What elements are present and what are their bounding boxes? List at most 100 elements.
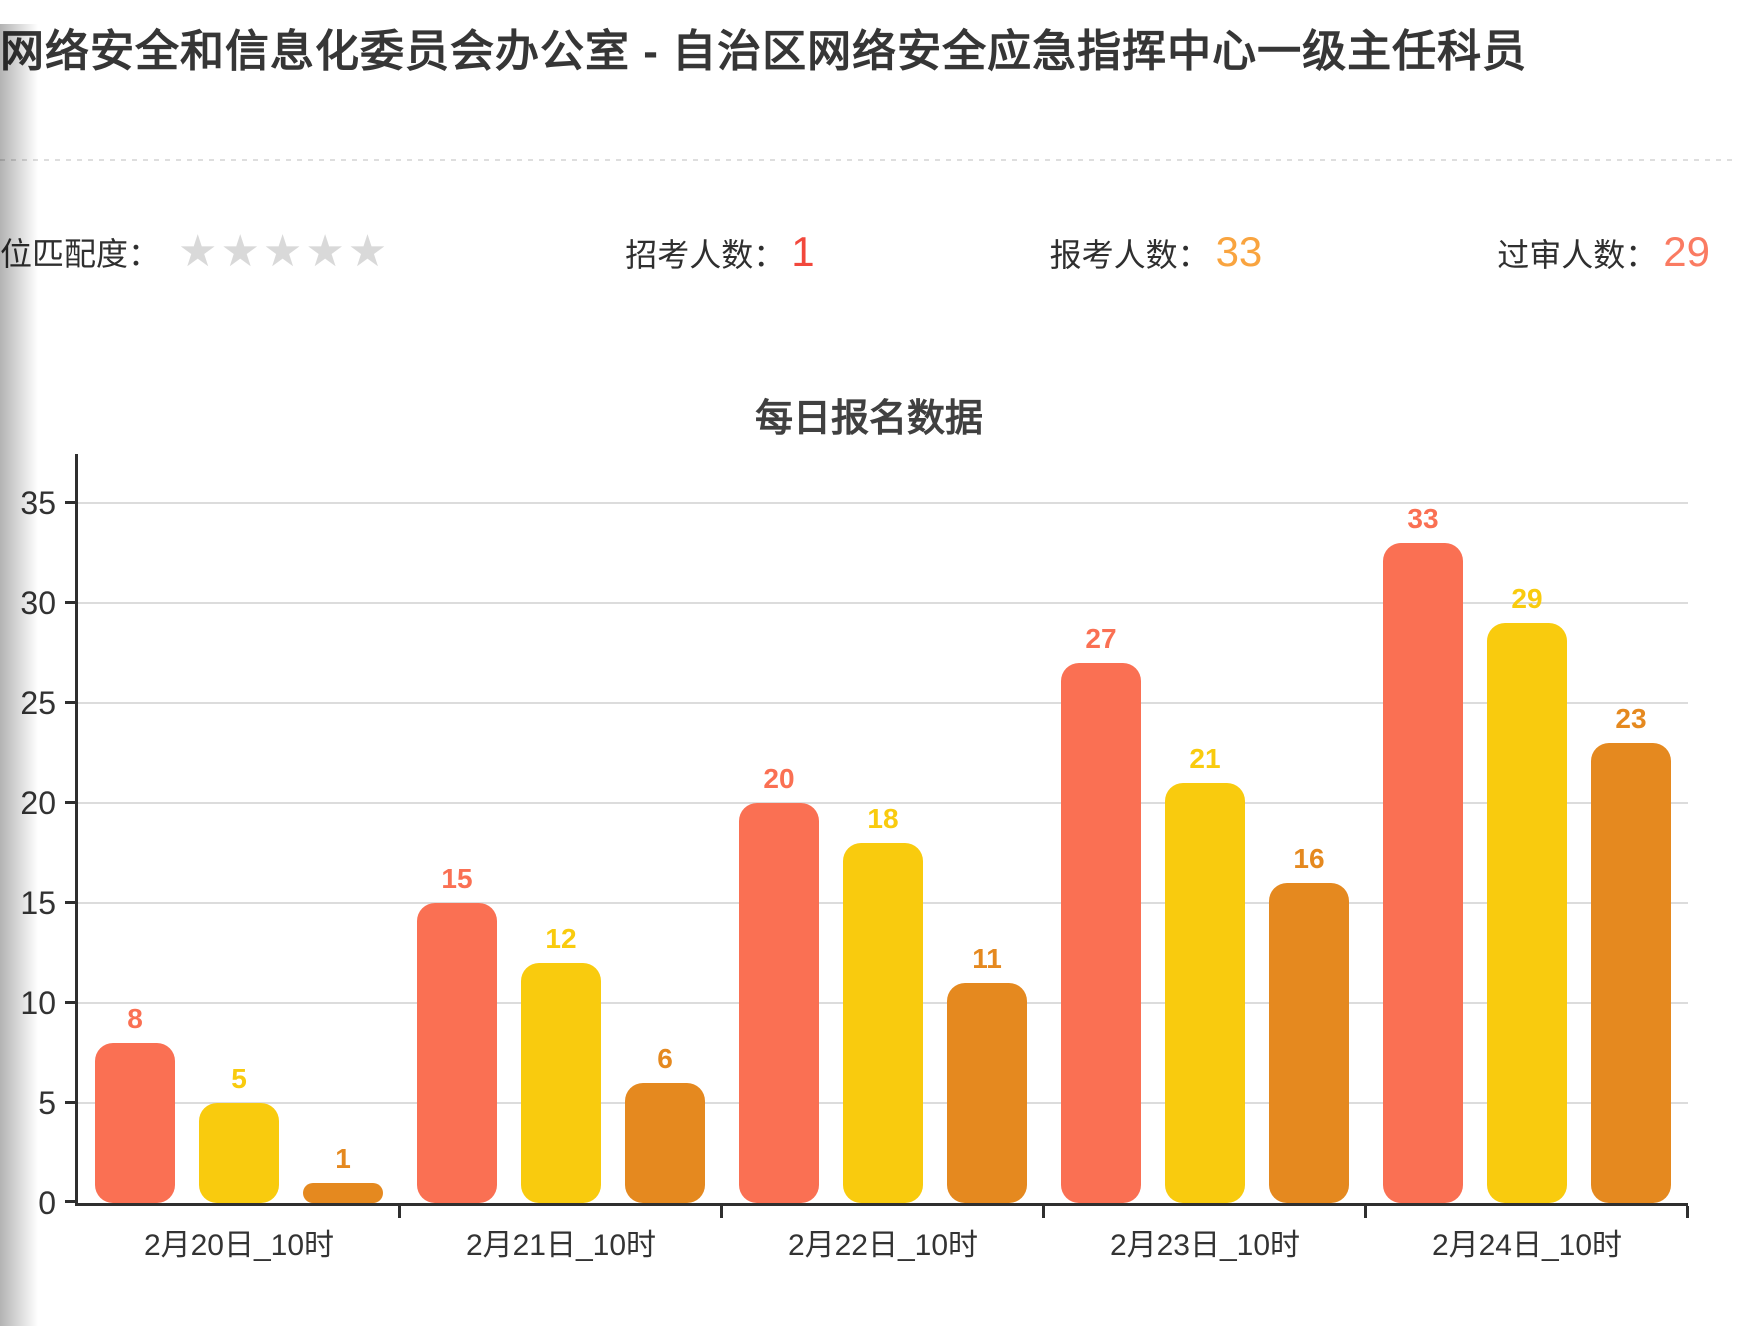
stats-row: 位匹配度： ★★★★★ 招考人数： 1 报考人数： 33 过审人数： 29: [0, 217, 1738, 287]
bar-value-label: 33: [1407, 503, 1439, 534]
apply-count-value: 33: [1215, 228, 1263, 275]
bar-column: 5: [199, 1065, 279, 1203]
y-axis-label: 15: [20, 885, 56, 921]
bar-group: 15 12 6: [400, 454, 722, 1203]
bar-group: 20 18 11: [722, 454, 1044, 1203]
y-axis-tick: [65, 601, 75, 604]
y-axis-label: 10: [20, 985, 56, 1021]
plot-area: 8 5 1 15 12 6 20 18 11 27 21 16 33 29 23 0 5 10 15 20 25 30 3…: [20, 454, 1689, 1219]
bar-value-label: 12: [545, 923, 577, 954]
bar-group: 27 21 16: [1044, 454, 1366, 1203]
x-axis-tick: [1042, 1206, 1045, 1218]
bar-value-label: 21: [1189, 743, 1221, 774]
x-axis-tick: [720, 1206, 723, 1218]
bar: [739, 803, 819, 1203]
bar: [1383, 543, 1463, 1203]
bar-value-label: 6: [657, 1043, 673, 1074]
recruit-count-value: 1: [791, 228, 815, 275]
bar-column: 29: [1487, 585, 1567, 1203]
bar-value-label: 23: [1615, 703, 1647, 734]
bar-groups: 8 5 1 15 12 6 20 18 11 27 21 16 33 29 23: [78, 454, 1688, 1203]
bar-value-label: 29: [1511, 583, 1543, 614]
x-axis-tick: [1686, 1206, 1689, 1218]
bar-value-label: 15: [441, 863, 473, 894]
bar-column: 33: [1383, 505, 1463, 1203]
bar: [1061, 663, 1141, 1203]
recruit-count-stat: 招考人数： 1: [625, 228, 814, 276]
chart-title: 每日报名数据: [754, 398, 983, 440]
section-divider: [0, 159, 1738, 161]
gridline: [78, 602, 1688, 604]
bar-group: 33 29 23: [1366, 454, 1688, 1203]
bar-column: 6: [625, 1045, 705, 1203]
x-axis-tick: [398, 1206, 401, 1218]
bar-column: 15: [417, 865, 497, 1203]
star-icons: ★★★★★: [178, 227, 391, 276]
approved-count-stat: 过审人数： 29: [1497, 228, 1710, 276]
job-match-stat: 位匹配度： ★★★★★: [0, 229, 390, 275]
y-axis-label: 30: [20, 585, 56, 621]
y-axis-label: 35: [20, 485, 56, 521]
bar: [1165, 783, 1245, 1203]
bar: [417, 903, 497, 1203]
bar-column: 27: [1061, 625, 1141, 1203]
x-axis-label: 2月21日_10时: [465, 1229, 657, 1262]
bar: [199, 1103, 279, 1203]
x-axis-labels: 2月20日_10时 2月21日_10时 2月22日_10时 2月23日_10时 2月24…: [78, 1220, 1688, 1264]
gridline: [78, 702, 1688, 704]
bar-column: 1: [303, 1145, 383, 1203]
apply-count-stat: 报考人数： 33: [1050, 228, 1263, 276]
bar-value-label: 18: [867, 803, 899, 834]
bar-value-label: 11: [972, 943, 1002, 974]
job-match-label: 位匹配度：: [0, 236, 161, 272]
x-axis-label: 2月22日_10时: [787, 1229, 979, 1262]
gridline: [78, 802, 1688, 804]
x-axis-label: 2月23日_10时: [1109, 1229, 1301, 1262]
bar-column: 8: [95, 1005, 175, 1203]
bar-value-label: 8: [127, 1003, 143, 1034]
daily-signup-chart: 每日报名数据 8 5 1 15 12 6 20 18 11 27 21 16 33 29 23 0 5 10 15…: [0, 387, 1738, 1264]
bar-group: 8 5 1: [78, 454, 400, 1203]
y-axis-tick: [65, 1200, 75, 1203]
y-axis-tick: [65, 901, 75, 904]
bar: [843, 843, 923, 1203]
bar: [625, 1083, 705, 1203]
bar: [1269, 883, 1349, 1203]
x-axis-label: 2月24日_10时: [1431, 1229, 1623, 1262]
y-axis-tick: [65, 501, 75, 504]
approved-count-value: 29: [1663, 228, 1710, 275]
bar-column: 18: [843, 805, 923, 1203]
apply-count-label: 报考人数：: [1049, 237, 1210, 273]
bar-value-label: 27: [1085, 623, 1117, 654]
job-detail-page: 网络安全和信息化委员会办公室 - 自治区网络安全应急指挥中心一级主任科员 位匹配…: [0, 24, 1738, 1326]
y-axis-tick: [65, 701, 75, 704]
bar-column: 12: [521, 925, 601, 1203]
bar: [947, 983, 1027, 1203]
bar: [1487, 623, 1567, 1203]
bar-column: 20: [739, 765, 819, 1203]
bar-column: 16: [1269, 845, 1349, 1203]
bar: [95, 1043, 175, 1203]
bar: [521, 963, 601, 1203]
y-axis-label: 20: [20, 785, 56, 821]
recruit-count-label: 招考人数：: [625, 237, 786, 273]
bar-value-label: 20: [763, 763, 795, 794]
x-axis-tick: [1364, 1206, 1367, 1218]
x-axis-label: 2月20日_10时: [143, 1229, 335, 1262]
y-axis-label: 0: [38, 1185, 56, 1221]
bar: [303, 1183, 383, 1203]
bar-column: 11: [947, 945, 1027, 1203]
y-axis-label: 5: [38, 1085, 56, 1121]
bar-column: 23: [1591, 705, 1671, 1203]
bar-value-label: 16: [1293, 843, 1325, 874]
bar-value-label: 1: [335, 1143, 351, 1174]
bar: [1591, 743, 1671, 1203]
page-title: 网络安全和信息化委员会办公室 - 自治区网络安全应急指挥中心一级主任科员: [0, 27, 1528, 76]
y-axis-tick: [65, 1001, 75, 1004]
bar-value-label: 5: [231, 1063, 247, 1094]
bar-column: 21: [1165, 745, 1245, 1203]
y-axis-tick: [65, 1101, 75, 1104]
y-axis-label: 25: [20, 685, 56, 721]
y-axis-tick: [65, 801, 75, 804]
approved-count-label: 过审人数：: [1497, 237, 1658, 273]
